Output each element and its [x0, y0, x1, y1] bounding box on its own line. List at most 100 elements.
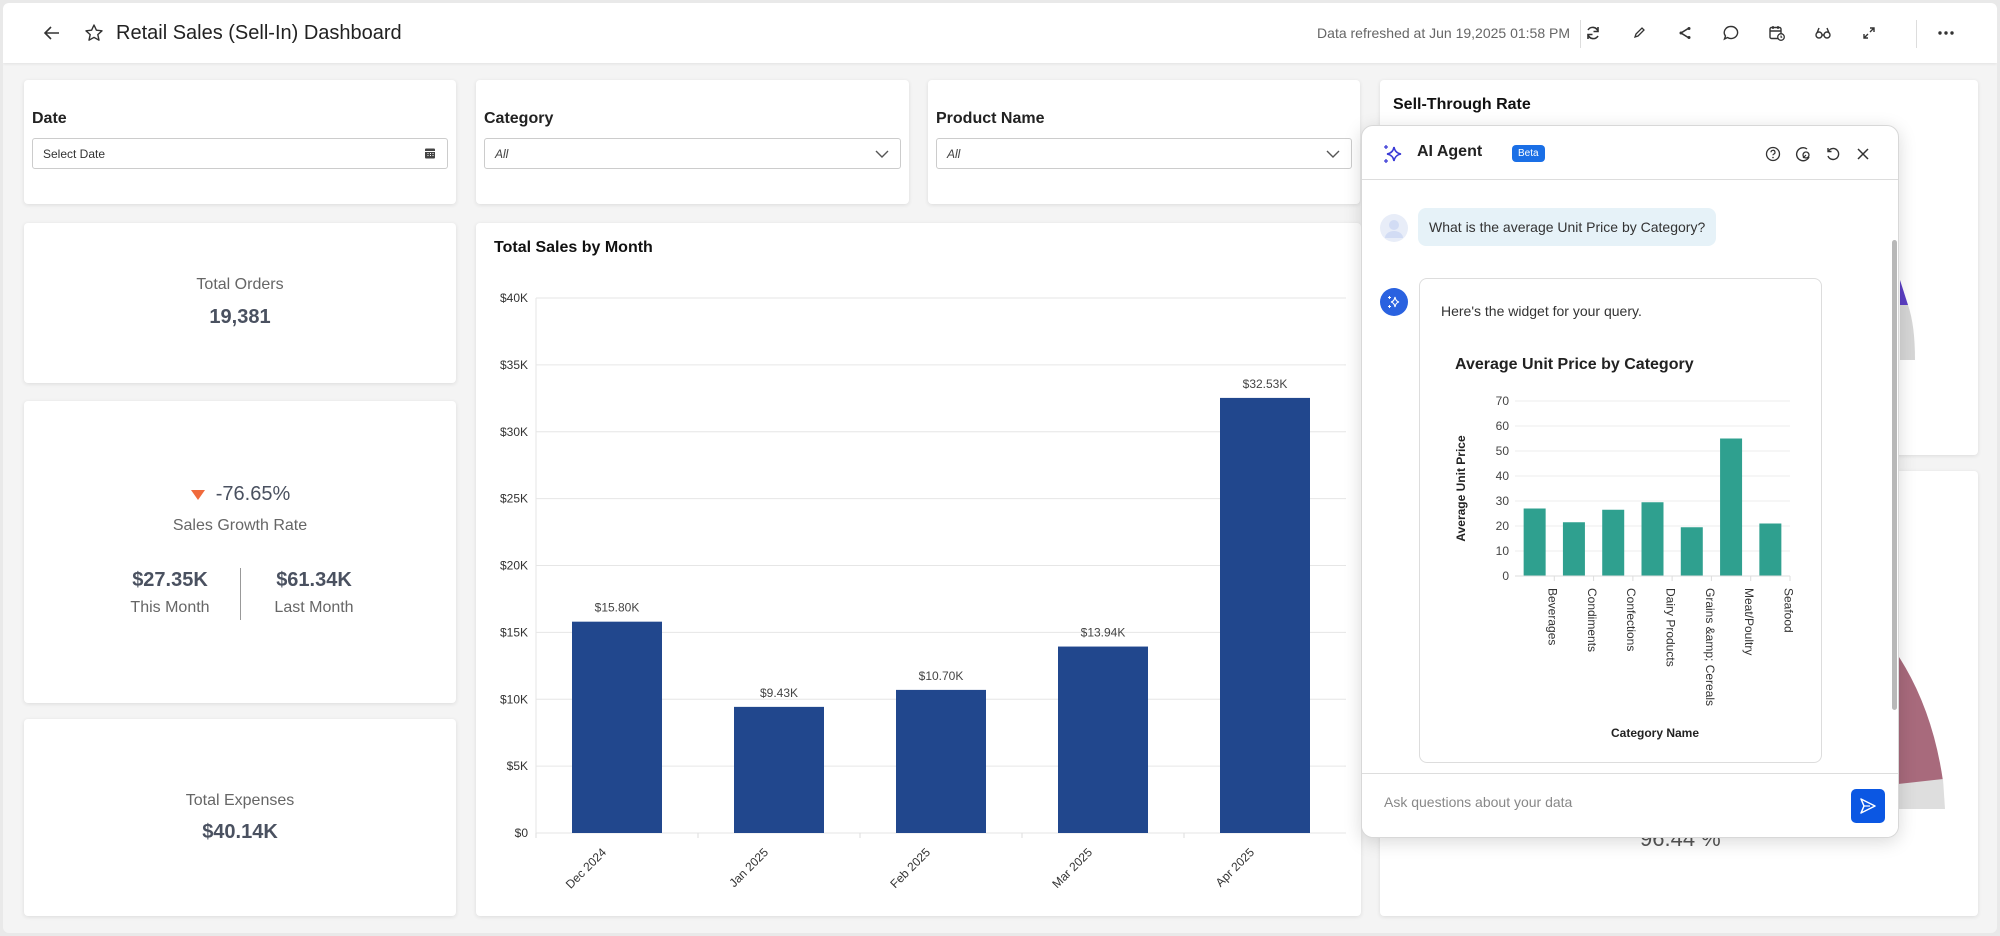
category-selected-value: All	[495, 146, 509, 161]
sparkle-icon	[1388, 296, 1400, 308]
send-button[interactable]	[1851, 789, 1885, 823]
avg-unit-price-bar-chart: 0 10 20 30 40 50 60 70 Beverages Condiments Confec…	[1454, 394, 1795, 740]
palette-icon	[1795, 147, 1810, 162]
y-tick-label: 60	[1496, 419, 1510, 433]
chat-scrollbar[interactable]	[1890, 180, 1898, 740]
refresh-icon	[1587, 26, 1599, 40]
edit-icon	[1633, 27, 1645, 39]
bar[interactable]	[1058, 646, 1148, 833]
total-orders-label: Total Orders	[196, 276, 284, 293]
y-tick-label: 30	[1496, 494, 1510, 508]
bar[interactable]	[1680, 527, 1703, 576]
divider	[1916, 20, 1917, 48]
x-tick-label: Confections	[1624, 588, 1638, 651]
this-month-value: $27.35K	[132, 569, 208, 591]
growth-rate-row: -76.65%	[24, 483, 456, 506]
date-picker-input[interactable]: Select Date	[32, 138, 448, 169]
back-button[interactable]	[38, 19, 66, 47]
total-orders-card: Total Orders 19,381	[24, 223, 456, 383]
bot-message: Here's the widget for your query.	[1441, 303, 1642, 319]
bar[interactable]	[1641, 502, 1664, 576]
schedule-icon	[1769, 26, 1785, 41]
widget-chart-title: Average Unit Price by Category	[1455, 356, 1694, 373]
share-button[interactable]	[1671, 19, 1699, 47]
favorite-button[interactable]	[80, 19, 108, 47]
date-filter-card: Date Select Date	[24, 80, 456, 204]
bar[interactable]	[1759, 523, 1782, 577]
share-icon	[1679, 27, 1691, 39]
category-filter-card: Category All	[476, 80, 909, 204]
x-tick-label: Beverages	[1546, 588, 1560, 645]
refresh-timestamp: Data refreshed at Jun 19,2025 01:58 PM	[1317, 25, 1570, 41]
total-orders-value: 19,381	[209, 306, 271, 328]
x-tick-label: Mar 2025	[1049, 845, 1095, 891]
reset-icon	[1827, 147, 1840, 161]
view-button[interactable]	[1809, 19, 1837, 47]
down-triangle-icon	[190, 489, 205, 500]
star-icon	[85, 24, 103, 41]
y-tick-label: 70	[1496, 394, 1510, 408]
bar[interactable]	[1720, 438, 1743, 577]
y-tick-label: 20	[1496, 519, 1510, 533]
growth-rate-value: -76.65%	[215, 483, 291, 505]
bar[interactable]	[1562, 522, 1585, 576]
expand-button[interactable]	[1855, 19, 1883, 47]
expand-icon	[1863, 27, 1875, 39]
category-dropdown[interactable]: All	[484, 138, 901, 169]
bar[interactable]	[734, 706, 824, 833]
total-expenses-label: Total Expenses	[185, 792, 295, 809]
edit-button[interactable]	[1625, 19, 1653, 47]
chevron-down-icon	[1326, 150, 1340, 158]
bar[interactable]	[1523, 508, 1546, 577]
y-tick-label: $10K	[500, 692, 528, 706]
y-tick-label: $40K	[500, 291, 528, 305]
comment-button[interactable]	[1717, 19, 1745, 47]
calendar-icon	[425, 148, 435, 159]
divider	[240, 568, 241, 620]
refresh-button[interactable]	[1579, 19, 1607, 47]
page-title: Retail Sales (Sell-In) Dashboard	[116, 21, 402, 44]
help-icon	[1765, 146, 1781, 162]
bar[interactable]	[1602, 509, 1625, 576]
y-tick-label: $15K	[500, 625, 528, 639]
product-filter-label: Product Name	[936, 110, 1045, 127]
bar[interactable]	[896, 689, 986, 833]
reset-button[interactable]	[1822, 143, 1844, 165]
last-month-label: Last Month	[274, 599, 354, 616]
bar[interactable]	[572, 621, 662, 833]
close-button[interactable]	[1852, 143, 1874, 165]
ai-question-input[interactable]	[1384, 794, 1824, 810]
glasses-icon	[1815, 27, 1831, 39]
gauge-partial	[1900, 280, 1915, 360]
help-button[interactable]	[1762, 143, 1784, 165]
x-tick-label: Condiments	[1585, 588, 1599, 652]
dashboard-window: Retail Sales (Sell-In) Dashboard Data re…	[3, 3, 1997, 933]
bot-response-card: Here's the widget for your query. Averag…	[1419, 278, 1822, 763]
theme-button[interactable]	[1792, 143, 1814, 165]
user-avatar	[1380, 214, 1408, 242]
x-tick-label: Meat/Poultry	[1742, 588, 1756, 655]
user-message: What is the average Unit Price by Catego…	[1418, 208, 1717, 246]
y-tick-label: 0	[1502, 569, 1509, 583]
ai-agent-title: AI Agent	[1417, 143, 1483, 160]
x-tick-label: Seafood	[1781, 588, 1795, 633]
bar-data-label: $13.94K	[1081, 626, 1126, 640]
schedule-button[interactable]	[1763, 19, 1791, 47]
y-tick-label: 10	[1496, 544, 1510, 558]
more-options-button[interactable]	[1932, 19, 1960, 47]
y-tick-label: $30K	[500, 425, 528, 439]
y-tick-label: 40	[1496, 469, 1510, 483]
ai-agent-actions	[1754, 143, 1874, 165]
back-arrow-icon	[43, 26, 59, 40]
divider	[1580, 20, 1581, 48]
x-tick-label: Apr 2025	[1213, 845, 1258, 890]
close-icon	[1857, 148, 1869, 160]
scroll-thumb[interactable]	[1892, 240, 1897, 710]
product-dropdown[interactable]: All	[936, 138, 1352, 169]
bar[interactable]	[1220, 397, 1310, 833]
ai-agent-panel: AI Agent Beta What is the average Uni	[1361, 125, 1899, 838]
category-filter-label: Category	[484, 110, 554, 127]
x-tick-label: Dairy Products	[1664, 588, 1678, 667]
y-tick-label: 50	[1496, 444, 1510, 458]
comment-icon	[1723, 25, 1739, 41]
